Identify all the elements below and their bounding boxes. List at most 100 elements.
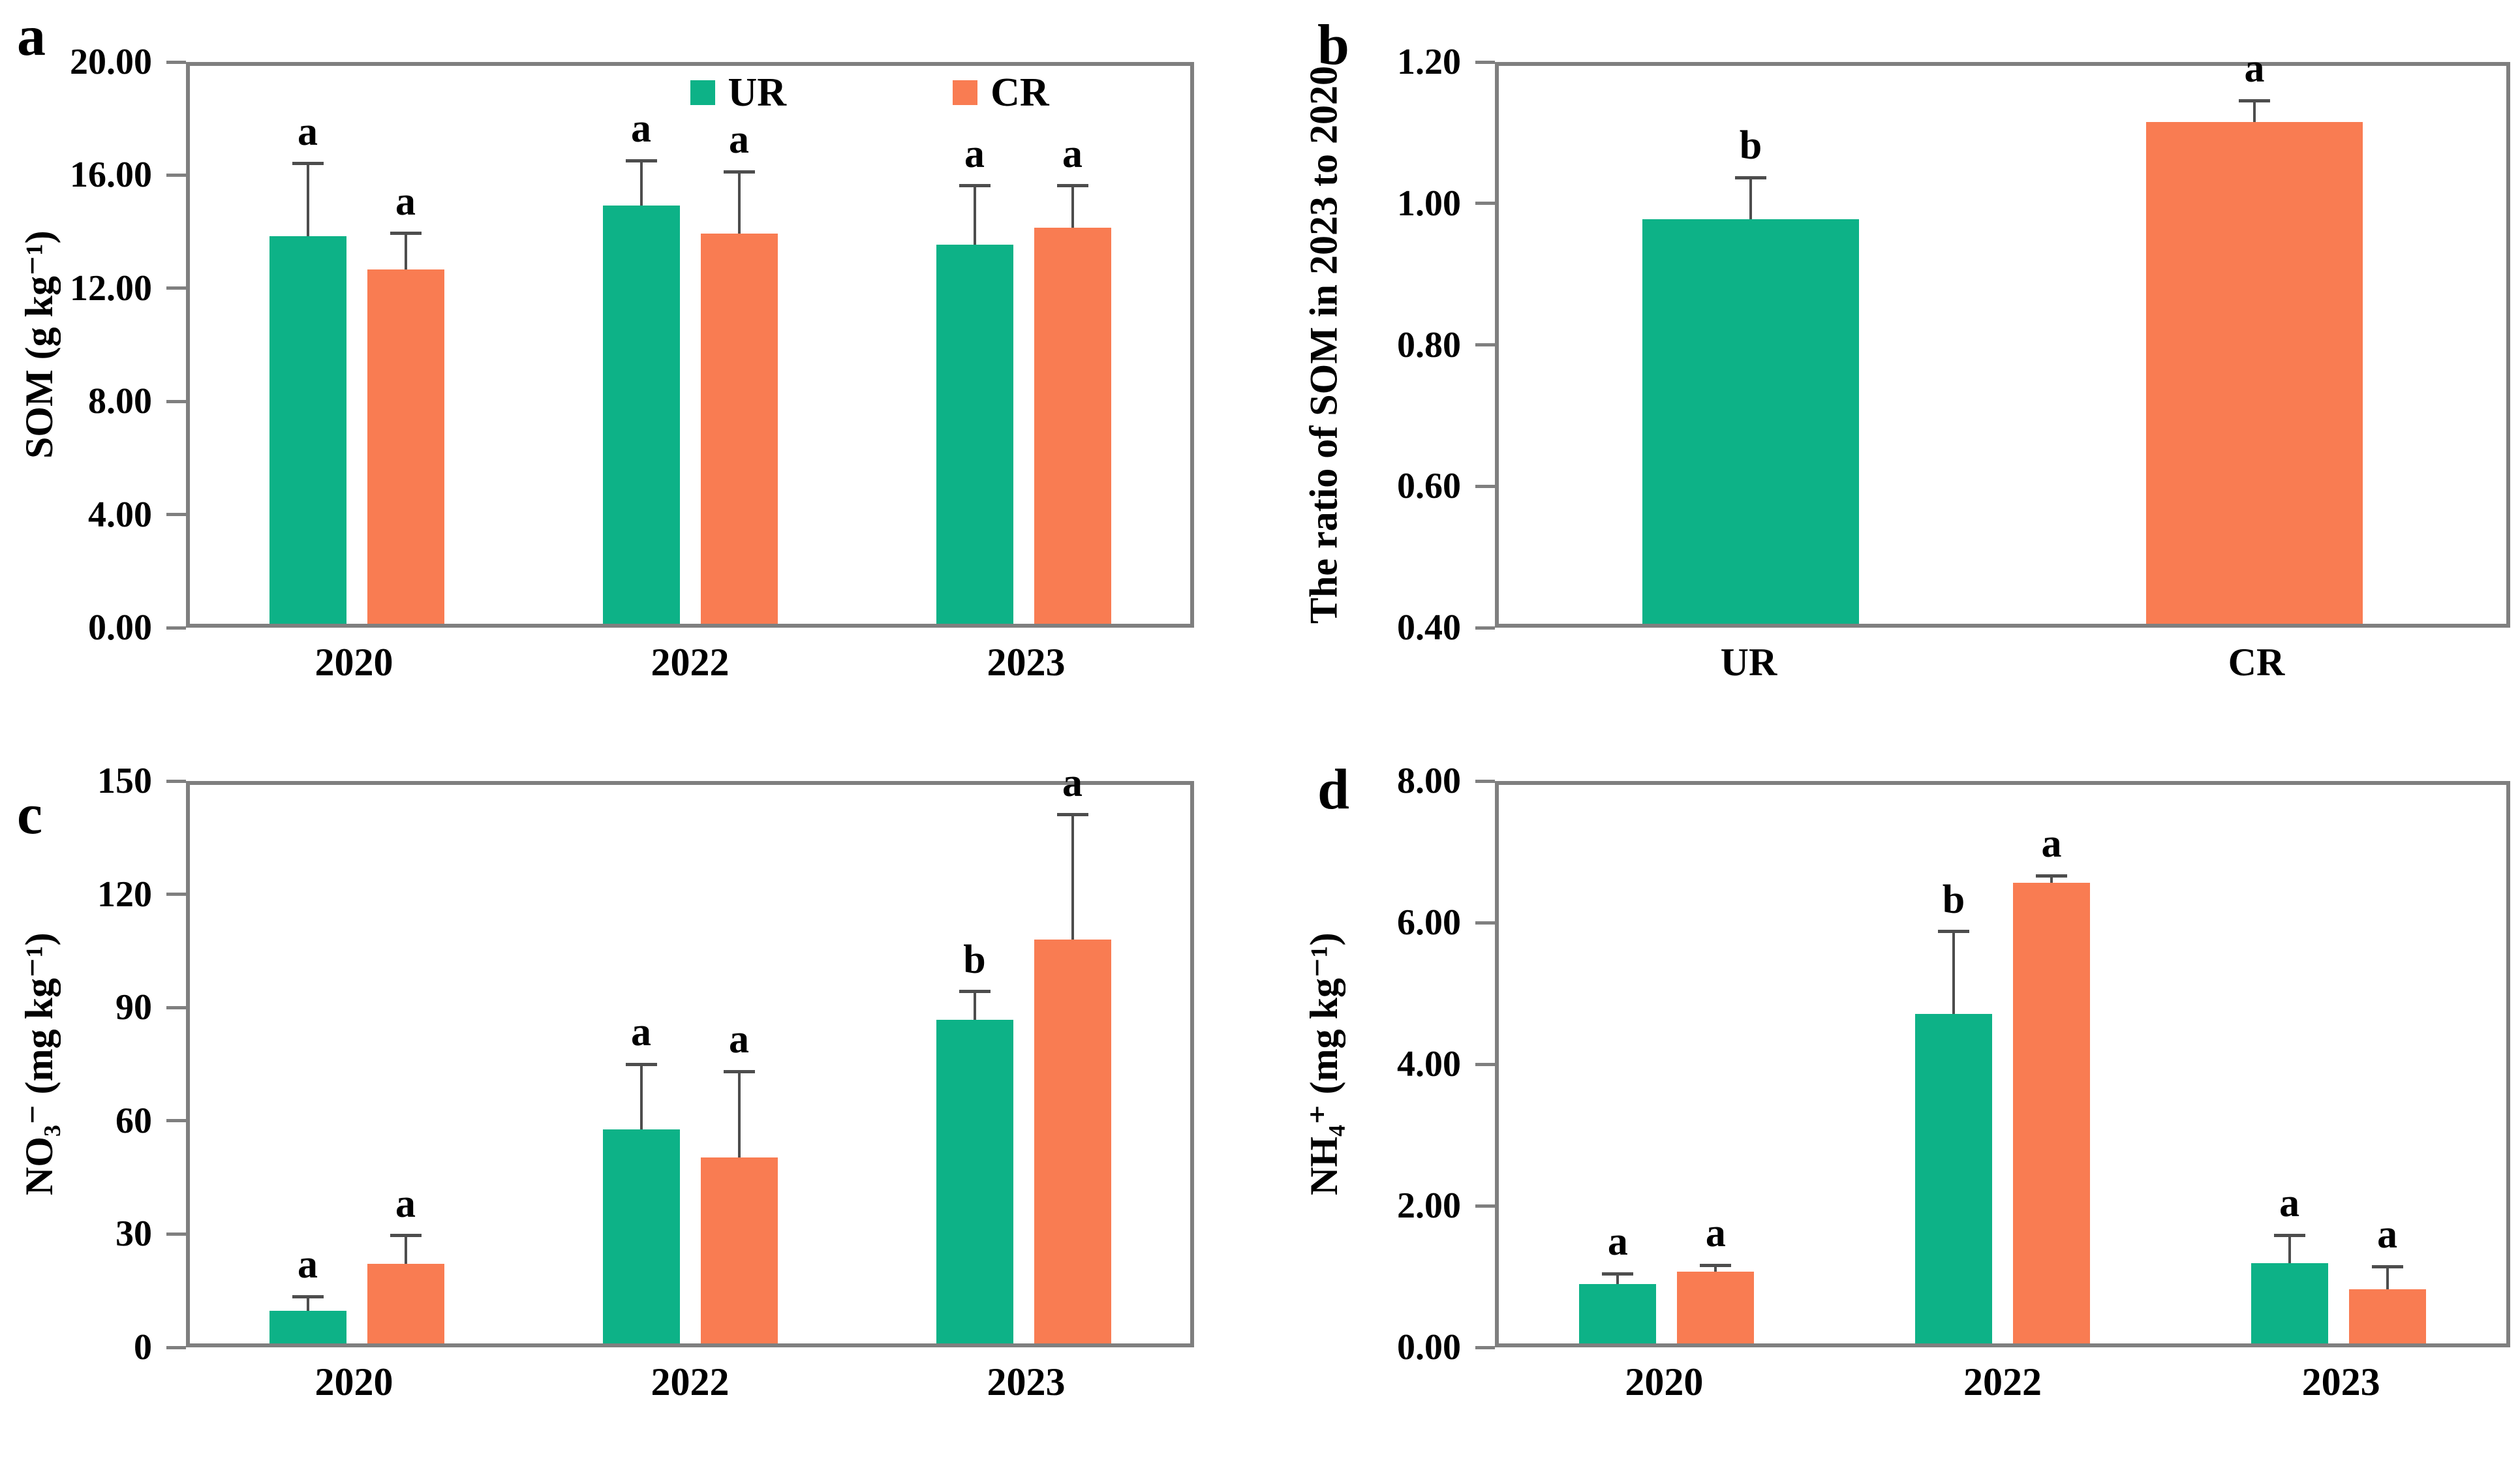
significance-letter: a <box>395 179 416 224</box>
y-tick-label: 60 <box>115 1100 152 1141</box>
bar-group-CR: a <box>2003 48 2506 624</box>
y-tick-label: 150 <box>97 761 152 801</box>
x-axis-label: 2020 <box>315 641 393 684</box>
bar-slot-UR: a <box>602 785 680 1343</box>
y-tick-mark <box>166 286 186 290</box>
y-tick-mark <box>1475 626 1495 630</box>
bar-UR <box>269 1311 346 1343</box>
error-bar <box>737 1071 741 1157</box>
y-tick-mark <box>166 60 186 64</box>
y-tick-mark <box>166 1119 186 1123</box>
error-bar <box>737 172 741 234</box>
panel-a-som: a SOM (g kg⁻¹) 0.00 4.00 8.00 12.00 16.00 20.… <box>0 0 1260 735</box>
bar-slot-CR: a <box>1034 763 1111 1343</box>
error-bar <box>2386 1266 2389 1289</box>
error-bar <box>1952 931 1955 1014</box>
error-bar <box>2253 100 2256 122</box>
significance-letter: a <box>631 1010 651 1054</box>
bar-CR <box>367 1264 444 1343</box>
y-tick-label: 30 <box>115 1214 152 1255</box>
x-axis-label: UR <box>1720 641 1777 684</box>
bar-UR <box>602 205 680 624</box>
y-tick-mark <box>166 399 186 403</box>
error-bar <box>973 991 976 1020</box>
y-tick-label: 6.00 <box>1397 902 1461 943</box>
x-axis-labels: 2020 2022 2023 <box>1495 1360 2510 1419</box>
legend-swatch-icon <box>953 80 978 105</box>
bar-slot-UR: a <box>2251 785 2328 1343</box>
y-tick-mark <box>166 893 186 896</box>
y-tick-mark <box>166 1345 186 1349</box>
error-bar <box>1714 1265 1717 1272</box>
bar-slot-UR: a <box>936 66 1013 624</box>
y-tick-label: 1.20 <box>1397 42 1461 82</box>
y-tick-label: 16.00 <box>70 155 152 196</box>
x-axis-label: 2022 <box>651 641 730 684</box>
y-tick-mark <box>166 626 186 630</box>
bar-CR <box>367 269 444 624</box>
error-bar <box>306 163 309 236</box>
y-tick-label: 8.00 <box>1397 761 1461 801</box>
bar-slot-CR: a <box>367 785 444 1343</box>
bar-slot-UR: a <box>1579 785 1657 1343</box>
error-bar-cap <box>1056 813 1088 817</box>
error-bar-cap <box>1700 1263 1732 1267</box>
y-tick-mark <box>1475 921 1495 925</box>
y-axis-ticks: 0.00 2.00 4.00 6.00 8.00 <box>1260 763 1495 1366</box>
error-bar-cap <box>959 184 991 188</box>
legend-swatch-icon <box>690 80 715 105</box>
y-tick-label: 0.00 <box>88 607 152 648</box>
error-bar <box>973 185 976 245</box>
bar-slot-CR: a <box>2013 785 2090 1343</box>
error-bar-cap <box>292 1294 324 1298</box>
bar-CR <box>2013 882 2090 1343</box>
panel-letter: a <box>17 5 46 68</box>
error-bar-cap <box>625 159 657 162</box>
error-bar-cap <box>292 162 324 166</box>
y-tick-label: 120 <box>97 874 152 915</box>
significance-letter: a <box>2244 46 2265 91</box>
error-bar-cap <box>1056 184 1088 188</box>
bar-slot-UR: a <box>602 66 680 624</box>
error-bar <box>1071 814 1074 940</box>
significance-letter: a <box>1062 760 1083 805</box>
bar-UR <box>1642 219 1859 624</box>
bar-CR <box>1034 939 1111 1343</box>
x-axis-label: 2023 <box>2301 1360 2380 1403</box>
y-tick-mark <box>166 779 186 783</box>
y-tick-mark <box>1475 779 1495 783</box>
significance-letter: a <box>964 131 985 176</box>
bar-UR <box>269 236 346 624</box>
y-axis-ticks: 0 30 60 90 120 150 <box>0 763 186 1366</box>
y-axis-ticks: 0.00 4.00 8.00 12.00 16.00 20.00 <box>0 44 186 646</box>
bar-CR <box>700 1157 778 1343</box>
bar-UR <box>1579 1284 1657 1343</box>
error-bar-cap <box>1602 1272 1634 1276</box>
significance-letter: a <box>2279 1181 2300 1226</box>
error-bar <box>639 1064 643 1129</box>
legend-label: UR <box>728 70 787 115</box>
significance-letter: a <box>729 117 749 162</box>
significance-letter: b <box>1942 877 1965 922</box>
bar-CR <box>700 233 778 624</box>
y-tick-label: 0.60 <box>1397 466 1461 507</box>
x-axis-label: 2020 <box>1625 1360 1704 1403</box>
y-tick-label: 4.00 <box>88 494 152 535</box>
error-bar-cap <box>625 1062 657 1066</box>
error-bar <box>404 233 407 270</box>
significance-letter: a <box>395 1181 416 1226</box>
significance-letter: a <box>298 109 318 154</box>
bar-CR <box>1677 1271 1755 1343</box>
bar-slot-CR: a <box>2146 48 2363 624</box>
